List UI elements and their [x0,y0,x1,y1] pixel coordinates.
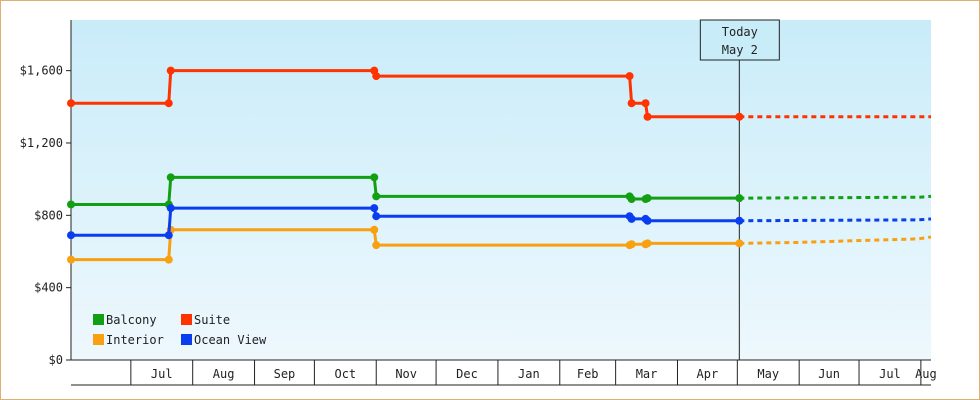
data-point-balcony [643,194,652,203]
data-point-ocean-view [370,204,379,213]
legend-swatch-ocean-view [181,334,192,345]
data-point-suite [67,99,75,108]
y-tick-label: $400 [34,281,63,295]
today-date-label: May 2 [722,43,758,57]
y-tick-label: $0 [49,353,63,367]
data-point-interior [370,225,379,234]
data-point-balcony [370,173,379,182]
y-tick-label: $800 [34,208,63,222]
data-point-balcony [627,195,636,204]
legend-label-ocean-view: Ocean View [194,333,267,347]
data-point-ocean-view [164,231,173,240]
y-tick-label: $1,600 [20,64,63,78]
x-tick-label: Dec [456,367,478,381]
data-point-ocean-view [735,216,744,225]
data-point-ocean-view [372,212,381,221]
data-point-interior [372,241,381,250]
data-point-interior [164,255,173,264]
x-tick-label: Aug [915,367,937,381]
x-tick-label: Feb [577,367,599,381]
data-point-suite [166,66,175,75]
data-point-interior [67,255,75,264]
legend-swatch-suite [181,314,192,325]
data-point-interior [643,239,652,248]
data-point-ocean-view [67,231,75,240]
data-point-ocean-view [643,216,652,225]
data-point-suite [625,72,634,81]
data-point-balcony [67,200,75,209]
x-tick-label: May [757,367,779,381]
today-box [699,19,780,61]
x-tick-label: Oct [334,367,356,381]
x-tick-label: Mar [636,367,658,381]
x-tick-label: Jun [818,367,840,381]
data-point-suite [641,99,650,108]
x-tick-label: Jul [879,367,901,381]
data-point-balcony [735,194,744,203]
y-tick-label: $1,200 [20,136,63,150]
data-point-suite [627,99,636,108]
legend-label-balcony: Balcony [106,313,157,327]
legend-label-suite: Suite [194,313,230,327]
series-projection-interior [739,235,932,245]
legend-swatch-interior [93,334,104,345]
series-line-suite [71,69,740,119]
data-point-suite [372,72,381,81]
data-point-ocean-view [166,204,175,213]
data-point-suite [164,99,173,108]
data-point-interior [735,239,744,248]
x-tick-label: Sep [274,367,296,381]
data-point-suite [735,112,744,121]
x-tick-label: Jul [151,367,173,381]
data-point-interior [627,240,636,249]
x-tick-label: Apr [697,367,719,381]
x-tick-label: Nov [395,367,417,381]
data-point-balcony [372,192,381,201]
x-tick-label: Aug [213,367,235,381]
data-point-suite [643,112,652,121]
data-point-ocean-view [627,214,636,223]
data-point-balcony [166,173,175,182]
legend-swatch-balcony [93,314,104,325]
x-tick-label: Jan [518,367,540,381]
today-label: Today [722,25,758,39]
legend-label-interior: Interior [106,333,164,347]
